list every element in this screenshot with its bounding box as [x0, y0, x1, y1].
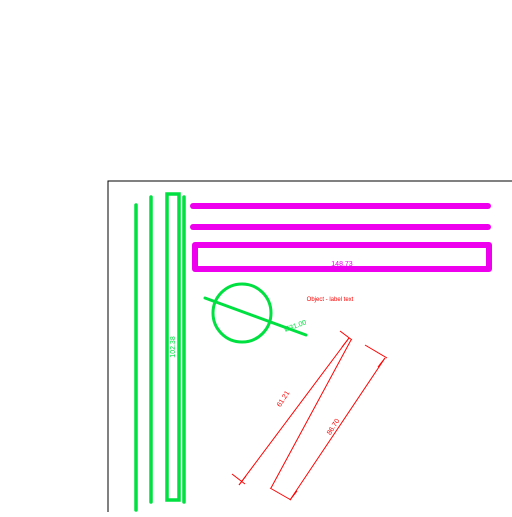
horizontal-dimension-label: 148.73	[331, 261, 353, 268]
object-text-label: Object - label text	[307, 297, 354, 303]
aligned-dimension-a[interactable]	[231, 330, 353, 489]
circle-shape[interactable]	[211, 282, 273, 344]
dimension-a-label: 61.21	[276, 390, 291, 409]
diameter-leader-line[interactable]	[203, 296, 308, 337]
vertical-slot[interactable]	[165, 192, 181, 502]
horizontal-slot[interactable]	[192, 242, 492, 272]
drawing-frame	[107, 180, 512, 512]
aligned-dimension-b[interactable]	[269, 344, 388, 501]
vertical-dimension-label: 102.38	[170, 336, 177, 358]
